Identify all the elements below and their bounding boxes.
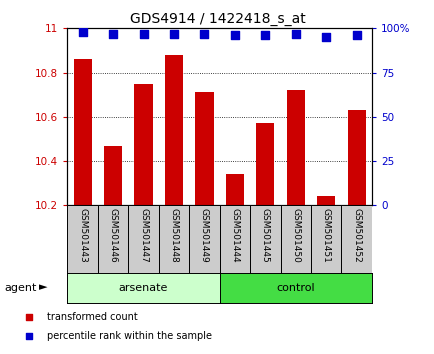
Text: GSM501450: GSM501450	[291, 208, 299, 263]
Bar	[280, 205, 310, 273]
Bar	[195, 92, 213, 205]
Bar	[250, 205, 280, 273]
Point	[322, 34, 329, 40]
Bar	[134, 84, 152, 205]
Bar	[219, 205, 250, 273]
Point	[79, 29, 86, 35]
Text: GDS4914 / 1422418_s_at: GDS4914 / 1422418_s_at	[129, 12, 305, 27]
Bar	[73, 59, 92, 205]
Point	[140, 31, 147, 36]
Text: percentile rank within the sample: percentile rank within the sample	[46, 331, 211, 341]
Text: GSM501449: GSM501449	[200, 208, 208, 263]
Text: GSM501445: GSM501445	[260, 208, 269, 263]
Text: GSM501451: GSM501451	[321, 208, 330, 263]
Text: GSM501444: GSM501444	[230, 208, 239, 263]
Point	[261, 33, 268, 38]
Bar	[316, 196, 335, 205]
Point	[279, 81, 286, 87]
Point	[292, 31, 299, 36]
Point	[231, 33, 238, 38]
Bar	[347, 110, 365, 205]
Text: GSM501452: GSM501452	[352, 208, 360, 263]
Point	[279, 258, 286, 264]
Text: GSM501443: GSM501443	[78, 208, 87, 263]
Point	[170, 31, 177, 36]
Text: GSM501447: GSM501447	[139, 208, 148, 263]
Point	[109, 31, 116, 36]
Bar	[164, 55, 183, 205]
Text: GSM501448: GSM501448	[169, 208, 178, 263]
Text: arsenate: arsenate	[118, 282, 168, 293]
Bar	[98, 205, 128, 273]
Bar	[310, 205, 341, 273]
Text: ►: ►	[39, 282, 48, 293]
Bar	[128, 205, 158, 273]
Text: GSM501446: GSM501446	[108, 208, 117, 263]
Bar	[225, 175, 243, 205]
Text: control: control	[276, 282, 314, 293]
Bar	[341, 205, 371, 273]
Bar	[256, 124, 274, 205]
Bar	[104, 145, 122, 205]
Bar	[67, 205, 98, 273]
Bar	[189, 205, 219, 273]
Point	[352, 33, 359, 38]
Bar	[158, 205, 189, 273]
Text: transformed count: transformed count	[46, 312, 137, 322]
Point	[201, 31, 207, 36]
Bar	[286, 90, 304, 205]
Text: agent: agent	[4, 282, 36, 293]
